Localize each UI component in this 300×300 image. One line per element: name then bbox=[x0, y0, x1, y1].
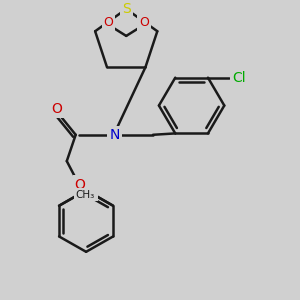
Text: CH₃: CH₃ bbox=[76, 190, 95, 200]
Text: O: O bbox=[75, 178, 86, 191]
Text: N: N bbox=[109, 128, 119, 142]
Text: S: S bbox=[122, 2, 130, 16]
Text: O: O bbox=[51, 102, 62, 116]
Text: CH₃: CH₃ bbox=[77, 190, 96, 200]
Text: O: O bbox=[103, 16, 113, 29]
Text: Cl: Cl bbox=[232, 71, 246, 85]
Text: O: O bbox=[139, 16, 149, 29]
